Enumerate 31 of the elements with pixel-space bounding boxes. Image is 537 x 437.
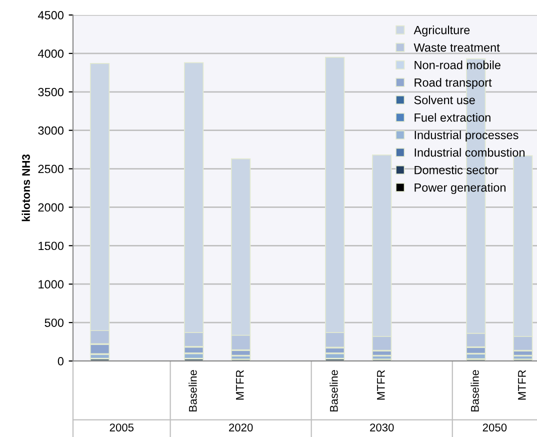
legend-label: Non-road mobile	[414, 60, 500, 70]
x-tick-label: MTFR	[377, 370, 385, 400]
y-tick-label: 3500	[38, 88, 64, 96]
x-tick-label: MTFR	[518, 370, 526, 400]
legend-label: Industrial combustion	[414, 148, 525, 157]
legend-label: Agriculture	[414, 26, 470, 37]
x-tick-label: MTFR	[236, 370, 244, 400]
legend-label: Industrial processes	[414, 130, 518, 142]
x-tick-label: Baseline	[188, 370, 197, 412]
y-tick-label: 2500	[38, 164, 64, 174]
y-tick-label: 3000	[38, 126, 64, 135]
y-tick-label: 0	[58, 357, 64, 366]
x-tick-label: Baseline	[330, 370, 338, 412]
y-tick-label: 1500	[38, 242, 64, 250]
legend-label: Fuel extraction	[414, 113, 490, 122]
legend-label: Road transport	[414, 78, 492, 90]
y-tick-label: 2000	[38, 203, 64, 212]
text: 2050	[482, 424, 507, 432]
y-tick-label: 4500	[38, 11, 64, 20]
text: 2020	[229, 424, 253, 432]
legend-label: Solvent use	[414, 96, 475, 104]
legend-label: Waste treatment	[414, 43, 500, 52]
text: 2030	[370, 424, 394, 432]
text: 2005	[110, 424, 134, 432]
legend-label: Power generation	[414, 183, 506, 194]
y-tick-label: 4000	[38, 49, 64, 58]
x-tick-label: Baseline	[470, 370, 479, 412]
y-tick-label: 1000	[38, 280, 64, 289]
y-axis-title: kilotons NH3	[22, 154, 30, 222]
y-tick-label: 500	[44, 318, 64, 327]
legend-label: Domestic sector	[414, 166, 498, 174]
